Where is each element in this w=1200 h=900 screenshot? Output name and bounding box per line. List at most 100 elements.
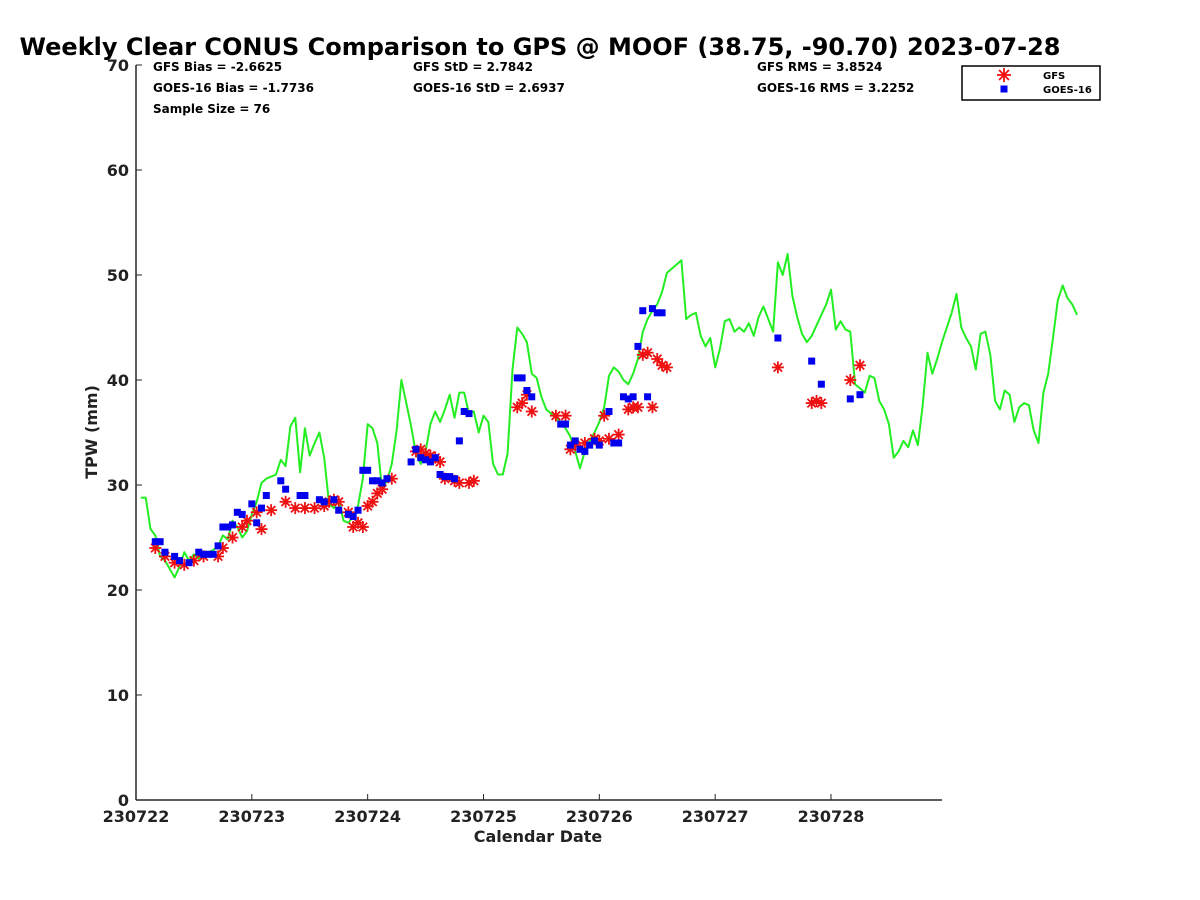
goes-point xyxy=(610,439,618,447)
goes-point xyxy=(576,445,584,453)
goes-point xyxy=(605,408,613,415)
goes-point xyxy=(282,485,290,493)
stat-gfs-std: GFS StD = 2.7842 xyxy=(413,60,533,74)
goes-point xyxy=(330,496,338,504)
goes-point xyxy=(619,393,627,401)
goes-point xyxy=(407,458,415,466)
goes-point xyxy=(224,523,232,531)
goes-point xyxy=(595,441,603,449)
goes-point xyxy=(219,523,227,531)
goes-point xyxy=(634,342,642,350)
gfs-point xyxy=(434,455,447,468)
goes-point xyxy=(586,441,594,449)
goes-point xyxy=(257,504,265,512)
goes-point xyxy=(455,437,463,445)
gfs-point xyxy=(356,521,369,533)
chart-title: Weekly Clear CONUS Comparison to GPS @ M… xyxy=(20,33,1061,61)
goes-point xyxy=(248,500,256,508)
goes-point xyxy=(846,395,854,403)
goes-point xyxy=(238,510,246,518)
stat-gfs-rms: GFS RMS = 3.8524 xyxy=(757,60,882,74)
goes-point xyxy=(460,408,468,415)
goes-point xyxy=(581,447,589,455)
goes-point xyxy=(808,357,816,365)
gfs-point xyxy=(525,405,538,418)
legend-box xyxy=(961,65,1101,101)
x-tick-label: 230728 xyxy=(798,807,865,826)
goes-point xyxy=(296,492,304,499)
goes-point xyxy=(431,454,439,462)
gfs-point xyxy=(467,474,480,487)
goes-point xyxy=(151,538,159,546)
goes-point xyxy=(204,550,212,558)
legend-gfs-label: GFS xyxy=(1043,71,1065,82)
y-tick-label: 50 xyxy=(107,266,129,285)
goes-point xyxy=(562,420,570,428)
goes-point xyxy=(557,420,565,428)
gfs-point xyxy=(641,346,654,359)
goes-point xyxy=(615,439,623,447)
goes-point xyxy=(648,305,656,313)
gfs-point xyxy=(226,531,239,544)
goes-point xyxy=(658,309,666,317)
y-tick-label: 70 xyxy=(107,56,129,75)
x-tick-label: 230726 xyxy=(566,807,633,826)
goes-point xyxy=(629,393,637,401)
stats-block: GFS Bias = -2.6625 GOES-16 Bias = -1.773… xyxy=(153,60,914,116)
axes xyxy=(135,65,942,801)
goes-point xyxy=(774,334,782,342)
goes-point xyxy=(368,477,376,485)
goes-point xyxy=(229,521,237,529)
legend-goes-marker xyxy=(1000,85,1008,93)
goes-point xyxy=(528,393,536,401)
goes-point xyxy=(335,506,343,514)
goes-point xyxy=(185,559,193,567)
goes-point xyxy=(523,387,531,394)
gfs-point xyxy=(646,401,659,414)
stat-goes-rms: GOES-16 RMS = 3.2252 xyxy=(757,81,914,95)
gps-line xyxy=(140,253,1079,579)
gfs-point xyxy=(347,521,360,533)
gps-series xyxy=(140,253,1079,579)
goes-point xyxy=(446,473,454,481)
goes-point xyxy=(383,475,391,483)
y-tick-label: 40 xyxy=(107,371,129,390)
y-tick-label: 0 xyxy=(118,791,129,810)
goes-point xyxy=(175,557,183,565)
goes-point xyxy=(566,441,574,449)
goes-point xyxy=(262,492,270,499)
goes-series xyxy=(151,305,864,567)
y-tick-label: 20 xyxy=(107,581,129,600)
goes-point xyxy=(417,454,425,462)
goes-point xyxy=(320,498,328,506)
gfs-point xyxy=(236,521,249,533)
goes-point xyxy=(200,550,208,558)
gfs-point xyxy=(771,361,784,374)
goes-point xyxy=(354,506,362,514)
goes-point xyxy=(639,307,647,315)
legend-gfs-asterisk xyxy=(997,68,1011,82)
goes-point xyxy=(441,473,449,481)
goes-point xyxy=(253,519,261,527)
stat-gfs-bias: GFS Bias = -2.6625 xyxy=(153,60,282,74)
gfs-point xyxy=(241,514,254,527)
x-tick-label: 230727 xyxy=(682,807,749,826)
goes-point xyxy=(856,391,864,399)
goes-point xyxy=(233,508,241,516)
goes-point xyxy=(349,513,357,520)
goes-point xyxy=(436,471,444,478)
goes-point xyxy=(817,380,825,388)
gfs-point xyxy=(853,359,866,372)
legend-goes-label: GOES-16 xyxy=(1043,85,1092,96)
y-axis-label: TPW (mm) xyxy=(82,385,101,479)
y-tick-label: 60 xyxy=(107,161,129,180)
goes-point xyxy=(422,456,430,464)
goes-point xyxy=(301,492,309,499)
gfs-point xyxy=(279,495,292,508)
gfs-point xyxy=(815,397,828,410)
goes-point xyxy=(653,309,661,317)
x-tick-label: 230723 xyxy=(218,807,285,826)
goes-point xyxy=(426,458,434,466)
goes-point xyxy=(571,437,579,445)
